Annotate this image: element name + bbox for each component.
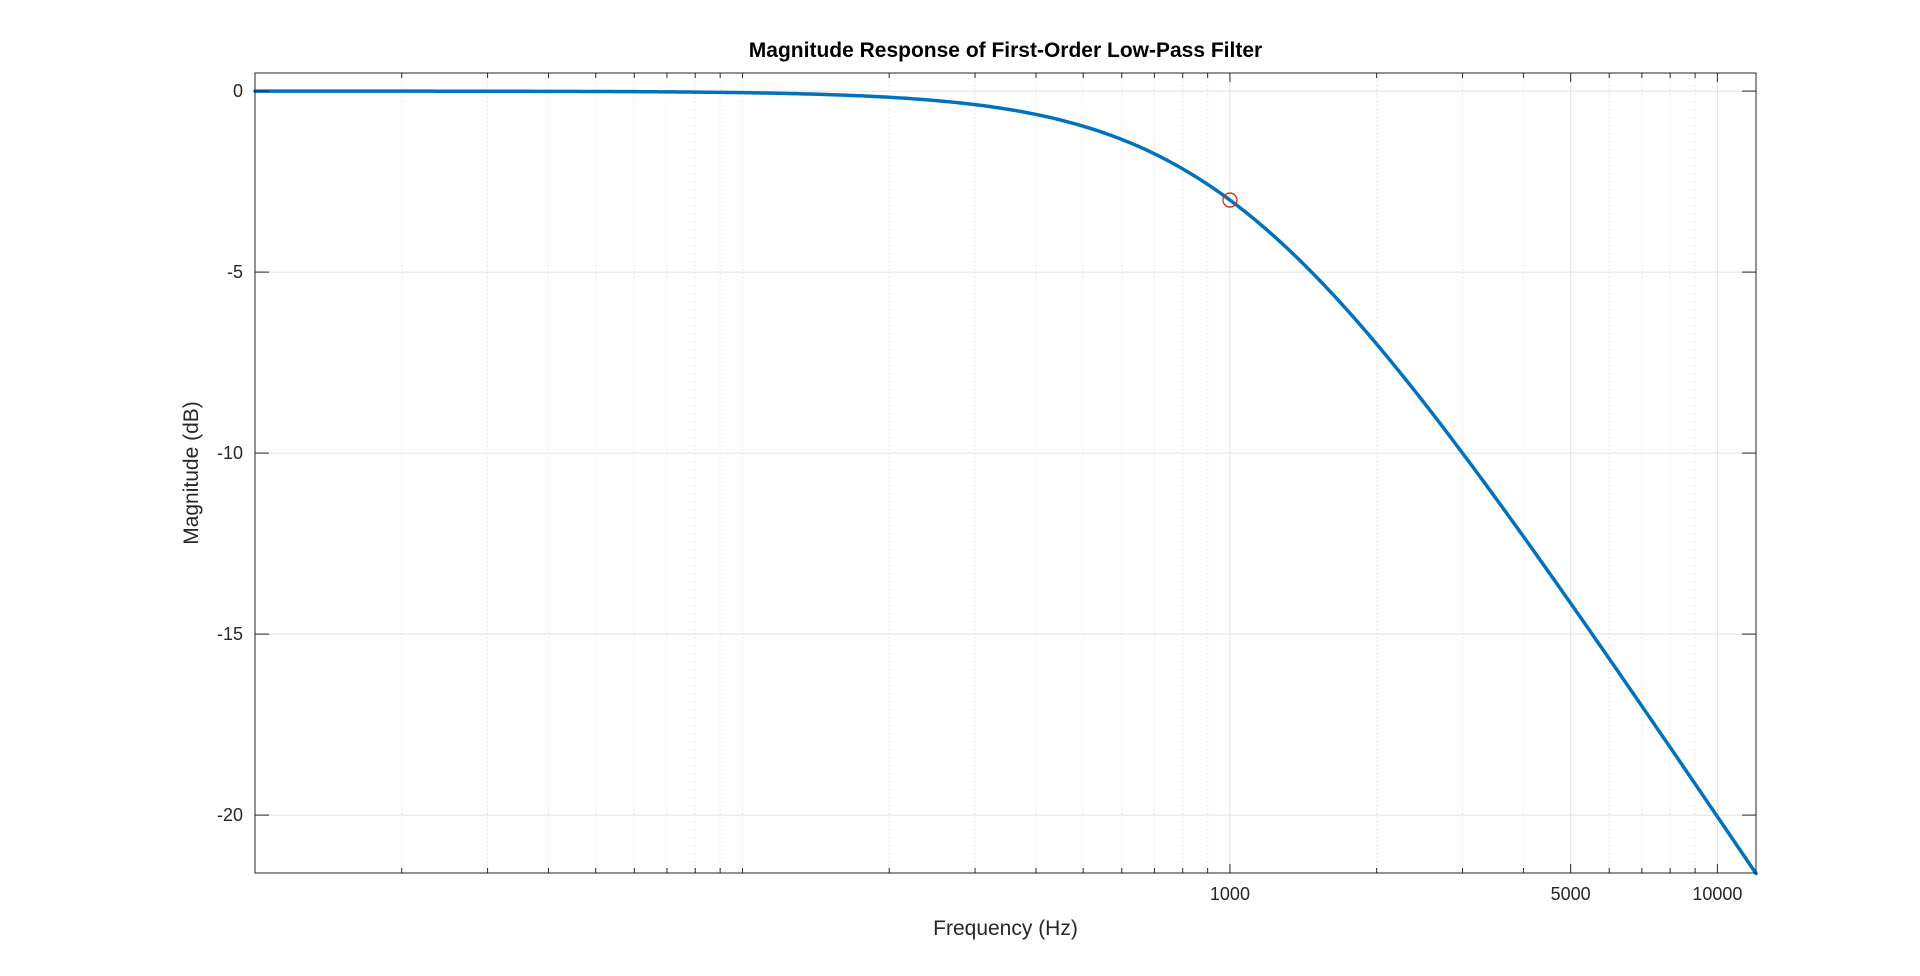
series-layer — [253, 89, 1758, 876]
axis-ticks — [255, 73, 1756, 873]
minor-grid — [401, 73, 1696, 873]
x-tick-label: 10000 — [1692, 884, 1742, 904]
y-tick-label: -15 — [217, 624, 243, 644]
tick-labels: 1000 5000 10000 0 -5 -10 -15 -20 — [217, 81, 1742, 904]
major-grid — [255, 73, 1756, 873]
y-tick-label: -10 — [217, 443, 243, 463]
marker-layer — [1222, 192, 1238, 208]
x-tick-label: 5000 — [1551, 884, 1591, 904]
x-tick-label: 1000 — [1210, 884, 1250, 904]
x-axis-title: Frequency (Hz) — [933, 917, 1078, 940]
y-axis-title: Magnitude (dB) — [180, 401, 203, 545]
response-curve — [253, 89, 1758, 876]
y-tick-label: -20 — [217, 805, 243, 825]
chart-title: Magnitude Response of First-Order Low-Pa… — [749, 39, 1262, 62]
y-tick-label: 0 — [233, 81, 243, 101]
y-tick-label: -5 — [227, 262, 243, 282]
axes-box — [254, 72, 1757, 874]
cutoff-marker — [1222, 192, 1238, 208]
plot-area — [255, 73, 1756, 873]
